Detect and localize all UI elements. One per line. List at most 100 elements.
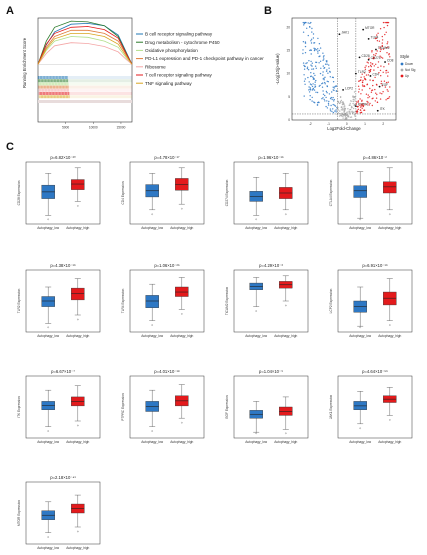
volcano-point — [352, 102, 354, 105]
volcano-point — [377, 61, 380, 63]
gsea-hit-row-2 — [38, 82, 132, 86]
volcano-point — [381, 45, 383, 48]
volcano-point — [304, 78, 306, 80]
volcano-gene-label-5: CD274 — [371, 56, 381, 60]
volcano-point — [372, 97, 374, 99]
volcano-point — [367, 101, 369, 104]
volcano-point — [303, 68, 306, 70]
volcano-point — [313, 42, 316, 44]
volcano-point — [313, 47, 315, 49]
volcano-point — [335, 90, 338, 92]
boxplot-pvalue: p=6.82×10⁻²⁰ — [50, 155, 76, 160]
volcano-gene-point-2 — [367, 37, 370, 40]
boxplot-pvalue: p=2.18×10⁻⁴¹ — [50, 475, 76, 480]
boxplot-y-label: JAK1 Expression — [329, 395, 333, 419]
volcano-point — [361, 81, 364, 83]
volcano-point — [361, 104, 363, 107]
boxplot-box-high — [383, 181, 397, 194]
volcano-point — [368, 69, 370, 72]
volcano-legend-label-1: Not Sig — [405, 68, 416, 72]
volcano-point — [310, 38, 313, 40]
volcano-point — [352, 95, 354, 97]
volcano-point — [317, 50, 319, 52]
volcano-point — [328, 93, 331, 95]
volcano-point — [309, 88, 311, 91]
volcano-point — [304, 52, 307, 54]
volcano-point — [358, 91, 360, 93]
volcano-point — [333, 89, 335, 92]
boxplot-outlier — [285, 432, 287, 435]
volcano-point — [369, 69, 371, 72]
volcano-point — [339, 96, 342, 98]
volcano-point — [357, 101, 359, 103]
volcano-point — [358, 80, 360, 82]
volcano-point — [359, 79, 362, 82]
boxplot-jak1: p=4.64×10⁻⁵⁶ JAK1 Expression Autophagy_low… — [329, 369, 413, 444]
volcano-point — [375, 97, 378, 99]
boxplot-tlr2: p=4.38×10⁻¹⁶ TLR2 Expression Autophagy_low… — [17, 263, 101, 338]
boxplot-group-label: Autophagy_high — [66, 226, 89, 230]
volcano-point — [347, 115, 349, 118]
boxplot-group-label: Autophagy_high — [170, 440, 193, 444]
volcano-y-label: -Log(10(p-value) — [275, 53, 280, 85]
boxplot-box-low — [145, 295, 159, 308]
volcano-point — [347, 108, 349, 110]
boxplot-pvalue: p=4.01×10⁻¹⁸ — [154, 369, 180, 374]
volcano-point — [379, 92, 381, 94]
volcano-point — [363, 109, 365, 112]
volcano-point — [368, 66, 370, 68]
volcano-gene-label-10: EGF — [382, 83, 389, 87]
gsea-curve-2 — [37, 36, 133, 65]
volcano-point — [317, 48, 319, 50]
volcano-point — [387, 81, 389, 83]
boxplot-group-label: Autophagy_high — [274, 226, 297, 230]
volcano-point — [306, 27, 308, 29]
volcano-x-tick-label: -1 — [327, 122, 330, 126]
volcano-point — [359, 98, 361, 100]
volcano-point — [345, 112, 348, 114]
volcano-point — [359, 109, 362, 111]
boxplot-outlier — [181, 421, 183, 424]
volcano-point — [309, 26, 311, 28]
volcano-point — [313, 72, 315, 75]
volcano-legend-label-0: Down — [405, 62, 413, 66]
boxplot-outlier — [47, 326, 49, 329]
volcano-point — [310, 40, 312, 42]
volcano-gene-point-10 — [378, 85, 381, 88]
volcano-point — [385, 70, 387, 72]
volcano-point — [373, 69, 375, 71]
volcano-point — [384, 21, 386, 24]
volcano-point — [325, 96, 327, 99]
volcano-point — [361, 73, 363, 75]
boxplot-outlier — [151, 430, 153, 432]
volcano-point — [364, 66, 366, 69]
volcano-point — [362, 105, 365, 108]
boxplot-egf: p=1.04×10⁻⁹ EGF Expression Autophagy_low Au… — [225, 369, 309, 444]
volcano-y-tick-label: 15 — [286, 48, 290, 52]
volcano-point — [306, 62, 308, 64]
boxplot-panel: p=6.82×10⁻²⁰ CD28 Expression Autophagy_low… — [17, 155, 413, 550]
volcano-point — [333, 98, 335, 101]
boxplot-y-label: ITK Expression — [17, 396, 21, 418]
boxplot-group-label: Autophagy_low — [349, 226, 371, 230]
volcano-point — [324, 83, 326, 85]
volcano-point — [368, 71, 371, 74]
volcano-point — [351, 112, 354, 114]
volcano-point — [326, 85, 328, 87]
volcano-point — [309, 95, 311, 97]
boxplot-cd28: p=6.82×10⁻²⁰ CD28 Expression Autophagy_low… — [17, 155, 101, 230]
volcano-point — [348, 110, 350, 113]
volcano-point — [369, 64, 372, 67]
volcano-point — [367, 94, 369, 96]
volcano-point — [340, 109, 343, 111]
volcano-point — [350, 116, 353, 118]
boxplot-group-label: Autophagy_low — [245, 334, 267, 338]
volcano-point — [351, 100, 353, 103]
gsea-curve-1 — [37, 20, 133, 65]
volcano-point — [308, 81, 310, 83]
volcano-point — [329, 110, 332, 112]
volcano-point — [353, 107, 355, 110]
boxplot-box-high — [71, 179, 85, 190]
boxplot-itk: p=6.67×10⁻⁷ ITK Expression Autophagy_low Au… — [17, 369, 101, 444]
